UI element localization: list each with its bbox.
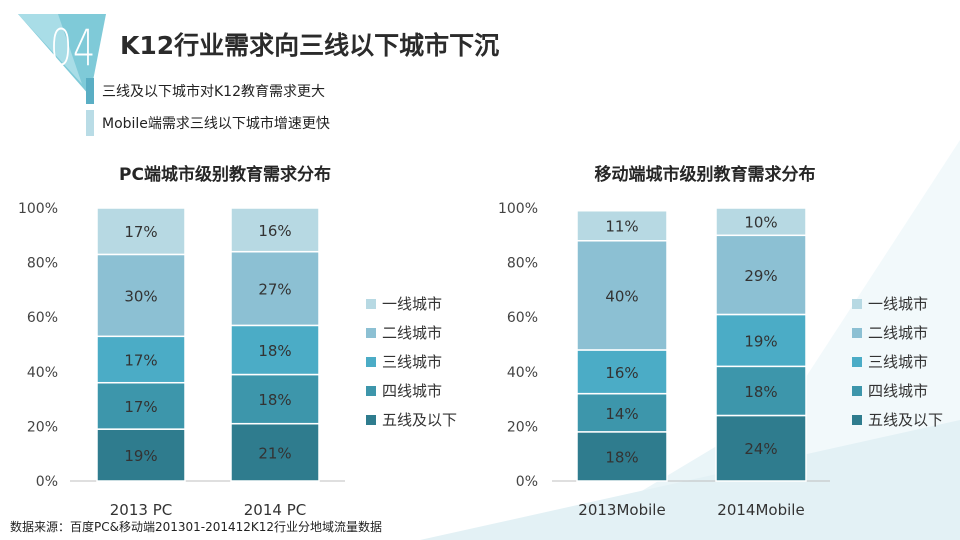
- bullet-text-1: 三线及以下城市对K12教育需求更大: [102, 84, 325, 100]
- pc-bar-segment: [96, 207, 186, 256]
- pc-data-label: 16%: [258, 222, 291, 240]
- mobile-legend-label: 三线城市: [868, 353, 928, 371]
- mobile-y-tick-label: 60%: [507, 310, 538, 326]
- bullet-point-2: Mobile端需求三线以下城市增速更快: [86, 110, 330, 136]
- mobile-legend-swatch: [852, 386, 862, 396]
- page-title: K12行业需求向三线以下城市下沉: [120, 31, 500, 60]
- pc-bar-segment: [96, 335, 186, 384]
- mobile-data-label: 10%: [744, 214, 777, 232]
- pc-y-tick-label: 100%: [18, 201, 58, 217]
- pc-legend-label: 二线城市: [382, 324, 442, 342]
- pc-chart-title: PC端城市级别教育需求分布: [119, 165, 331, 185]
- pc-legend-label: 一线城市: [382, 295, 442, 313]
- mobile-data-label: 16%: [605, 364, 638, 382]
- pc-y-tick-label: 20%: [27, 419, 58, 435]
- pc-data-label: 18%: [258, 391, 291, 409]
- mobile-y-tick-label: 0%: [516, 474, 538, 490]
- mobile-bar-segment: [715, 313, 807, 368]
- mobile-legend-swatch: [852, 299, 862, 309]
- mobile-legend-label: 一线城市: [868, 295, 928, 313]
- mobile-legend-label: 五线及以下: [868, 411, 943, 429]
- pc-legend-swatch: [366, 299, 376, 309]
- pc-category-label: 2013 PC: [110, 501, 172, 519]
- mobile-data-label: 18%: [744, 383, 777, 401]
- mobile-chart-title: 移动端城市级别教育需求分布: [594, 165, 816, 185]
- mobile-legend-label: 四线城市: [868, 382, 928, 400]
- mobile-bar-segment: [715, 234, 807, 316]
- pc-legend-swatch: [366, 357, 376, 367]
- mobile-stacked-bar-chart: 0% 20% 40% 60% 80% 100% 18% 14% 16% 40% 11% 2013Mob…: [498, 201, 943, 519]
- mobile-y-tick-label: 100%: [498, 201, 538, 217]
- mobile-bar-segment: [576, 392, 668, 433]
- pc-y-tick-label: 60%: [27, 310, 58, 326]
- mobile-legend-swatch: [852, 357, 862, 367]
- mobile-data-label: 14%: [605, 405, 638, 423]
- mobile-bar-segment: [576, 431, 668, 482]
- mobile-y-tick-label: 40%: [507, 365, 538, 381]
- mobile-bar-segment: [576, 240, 668, 351]
- mobile-bar-segment: [715, 207, 807, 237]
- pc-category-label: 2014 PC: [244, 501, 306, 519]
- pc-bar-segment: [230, 207, 320, 253]
- pc-bar-segment: [230, 422, 320, 482]
- mobile-legend-label: 二线城市: [868, 324, 928, 342]
- mobile-data-label: 40%: [605, 287, 638, 305]
- pc-bar-segment: [230, 324, 320, 376]
- pc-stacked-bar-chart: 0% 20% 40% 60% 80% 100% 19% 17% 17% 30% 17% 2013 PC…: [18, 201, 457, 519]
- mobile-data-label: 29%: [744, 267, 777, 285]
- mobile-legend-swatch: [852, 415, 862, 425]
- pc-data-label: 19%: [124, 447, 157, 465]
- mobile-data-label: 24%: [744, 440, 777, 458]
- bullet-text-2: Mobile端需求三线以下城市增速更快: [102, 116, 330, 132]
- pc-legend-swatch: [366, 415, 376, 425]
- pc-data-label: 17%: [124, 352, 157, 370]
- mobile-data-label: 11%: [605, 218, 638, 236]
- pc-data-label: 17%: [124, 398, 157, 416]
- bullet-marker-2: [86, 110, 94, 136]
- bullet-point-1: 三线及以下城市对K12教育需求更大: [86, 78, 325, 104]
- mobile-category-label: 2013Mobile: [578, 501, 665, 519]
- pc-data-label: 18%: [258, 342, 291, 360]
- mobile-bar-segment: [576, 209, 668, 242]
- pc-legend-swatch: [366, 386, 376, 396]
- pc-data-label: 30%: [124, 287, 157, 305]
- pc-bar-segment: [230, 373, 320, 425]
- mobile-y-tick-label: 20%: [507, 419, 538, 435]
- pc-y-tick-label: 80%: [27, 256, 58, 272]
- pc-bar-segment: [96, 381, 186, 430]
- mobile-data-label: 19%: [744, 332, 777, 350]
- section-number: 04: [50, 19, 96, 77]
- pc-legend-swatch: [366, 328, 376, 338]
- mobile-bar-segment: [715, 414, 807, 482]
- mobile-legend-swatch: [852, 328, 862, 338]
- mobile-category-label: 2014Mobile: [717, 501, 804, 519]
- pc-data-label: 17%: [124, 223, 157, 241]
- mobile-data-label: 18%: [605, 448, 638, 466]
- bullet-marker-1: [86, 78, 94, 104]
- pc-legend-label: 四线城市: [382, 382, 442, 400]
- pc-data-label: 21%: [258, 444, 291, 462]
- pc-legend-label: 三线城市: [382, 353, 442, 371]
- pc-y-tick-label: 0%: [36, 474, 58, 490]
- mobile-y-tick-label: 80%: [507, 256, 538, 272]
- pc-bar-segment: [96, 253, 186, 338]
- pc-y-tick-label: 40%: [27, 365, 58, 381]
- section-number-triangle: [18, 14, 106, 96]
- pc-legend-label: 五线及以下: [382, 411, 457, 429]
- data-source-note: 数据来源：百度PC&移动端201301-201412K12行业分地域流量数据: [10, 520, 383, 534]
- pc-data-label: 27%: [258, 281, 291, 299]
- mobile-bar-segment: [715, 365, 807, 417]
